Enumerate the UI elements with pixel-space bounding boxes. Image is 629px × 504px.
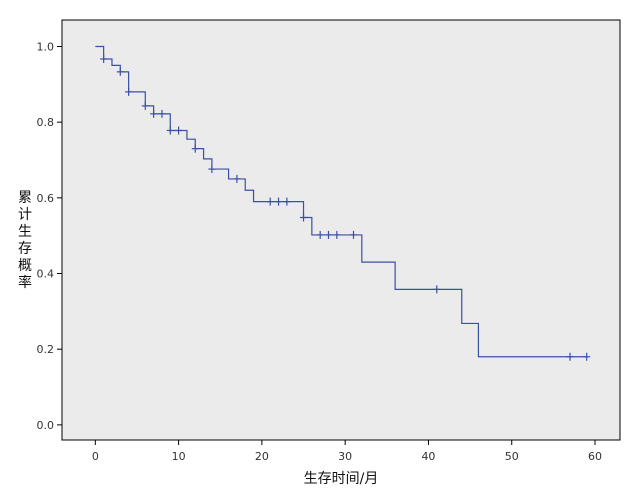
censor-mark (158, 109, 166, 118)
x-axis: 0 10 20 30 40 50 60 (92, 440, 602, 463)
censor-mark (100, 54, 108, 63)
x-tick-label: 10 (172, 450, 186, 463)
x-tick-label: 20 (255, 450, 269, 463)
censor-mark (166, 126, 174, 135)
x-axis-title: 生存时间/月 (304, 471, 379, 487)
x-tick-label: 40 (421, 450, 435, 463)
y-axis-title: 累计生存概率 (14, 190, 36, 292)
y-axis: 0.0 0.2 0.4 0.6 0.8 1.0 (37, 40, 62, 432)
censored-marks (100, 54, 591, 361)
x-tick-label: 30 (338, 450, 352, 463)
censor-mark (300, 213, 308, 222)
y-axis-title-char: 存 (18, 241, 32, 257)
y-tick-label: 0.8 (37, 116, 55, 129)
censor-mark (175, 126, 183, 135)
y-axis-title-char: 生 (18, 224, 32, 240)
censor-mark (325, 230, 333, 239)
censor-mark (316, 230, 324, 239)
plot-area (61, 19, 621, 441)
censor-mark (283, 197, 291, 206)
censor-mark (208, 165, 216, 174)
censor-mark (266, 197, 274, 206)
y-tick-label: 0.6 (37, 192, 55, 205)
censor-mark (191, 144, 199, 153)
x-tick-label: 50 (505, 450, 519, 463)
x-tick-label: 60 (588, 450, 602, 463)
y-axis-title-char: 计 (18, 207, 32, 223)
censor-mark (275, 197, 283, 206)
censor-mark (233, 174, 241, 183)
censor-mark (150, 109, 158, 118)
y-tick-label: 0.4 (37, 268, 55, 281)
censor-mark (125, 87, 133, 96)
y-tick-label: 0.0 (37, 419, 55, 432)
censor-mark (583, 352, 591, 361)
y-tick-label: 0.2 (37, 343, 55, 356)
censor-mark (116, 67, 124, 76)
censor-mark (333, 230, 341, 239)
survival-curve (95, 45, 587, 358)
y-axis-title-char: 概 (18, 258, 32, 274)
censor-mark (349, 230, 357, 239)
y-axis-title-char: 累 (18, 190, 32, 206)
y-tick-label: 1.0 (37, 40, 55, 53)
survival-step-line (95, 45, 587, 358)
censor-mark (566, 352, 574, 361)
censor-mark (141, 101, 149, 110)
censor-mark (433, 285, 441, 294)
y-axis-title-char: 率 (18, 275, 32, 291)
x-tick-label: 0 (92, 450, 99, 463)
